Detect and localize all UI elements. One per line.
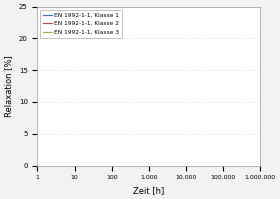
Legend: EN 1992-1-1, Klasse 1, EN 1992-1-1, Klasse 2, EN 1992-1-1, Klasse 3: EN 1992-1-1, Klasse 1, EN 1992-1-1, Klas… [40, 10, 122, 38]
X-axis label: Zeit [h]: Zeit [h] [133, 186, 164, 195]
Y-axis label: Relaxation [%]: Relaxation [%] [4, 55, 13, 117]
